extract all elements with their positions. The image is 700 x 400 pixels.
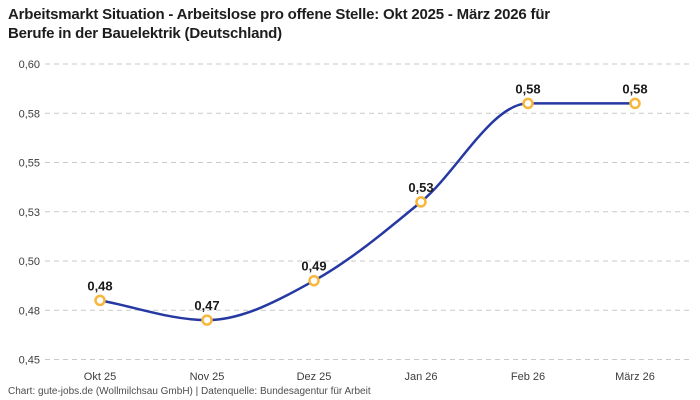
data-point-label: 0,48 [87,278,112,293]
data-point-label: 0,53 [408,180,433,195]
data-point-label: 0,47 [194,298,219,313]
y-tick-label: 0,60 [19,59,40,71]
data-point-label: 0,58 [622,81,647,96]
data-point-marker [94,294,106,307]
data-point-marker [522,97,534,110]
series-line [98,102,637,322]
y-tick-label: 0,48 [19,305,40,317]
x-tick-label: März 26 [615,371,655,383]
data-point-label: 0,49 [301,259,326,274]
chart-title-line1: Arbeitsmarkt Situation - Arbeitslose pro… [8,6,550,23]
y-tick-label: 0,58 [19,108,40,120]
y-tick-label: 0,53 [19,207,40,219]
data-point-marker [415,196,427,208]
data-point-label: 0,58 [515,81,540,96]
x-tick-label: Jan 26 [404,371,437,383]
chart-footer-credit: Chart: gute-jobs.de (Wollmilchsau GmbH) … [8,386,371,397]
x-tick-label: Okt 25 [84,371,116,383]
data-point-marker [629,97,641,110]
data-point-marker [201,314,213,326]
chart-title: Arbeitsmarkt Situation - Arbeitslose pro… [8,5,550,43]
y-tick-label: 0,50 [19,256,40,268]
x-tick-label: Dez 25 [297,371,332,383]
y-tick-label: 0,45 [19,355,40,367]
x-tick-label: Feb 26 [511,371,545,383]
y-tick-label: 0,55 [19,158,40,170]
x-tick-label: Nov 25 [190,371,225,383]
chart-title-line2: Berufe in der Bauelektrik (Deutschland) [8,25,282,42]
data-point-marker [308,274,320,287]
